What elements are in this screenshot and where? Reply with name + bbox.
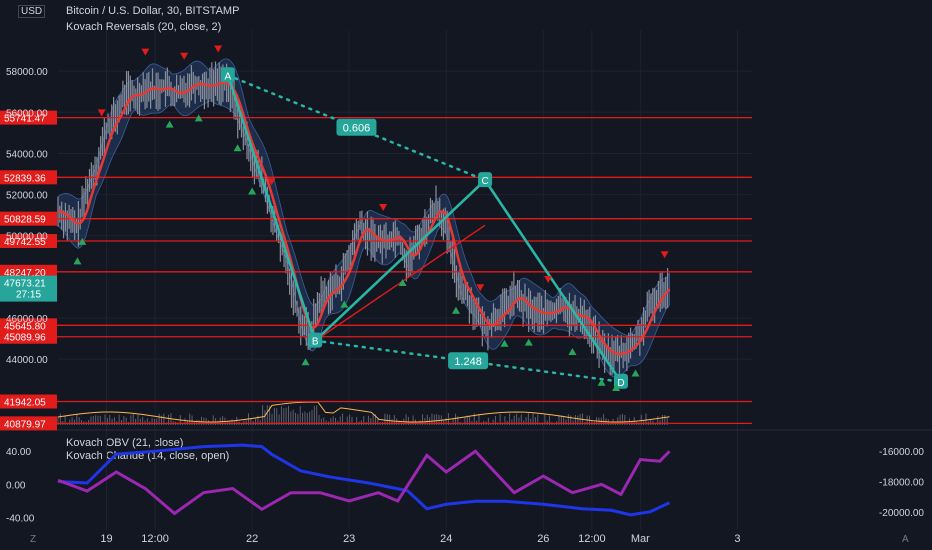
pattern-point-badge [220,67,235,83]
obv-series-line [57,443,671,517]
reversal-up-marker [631,369,640,377]
reversal-down-marker [214,45,223,53]
level-price-label: 55741.47 [4,114,46,125]
x-tick-label: 3 [734,533,740,545]
x-tick-label: 22 [246,533,258,545]
reversal-down-marker [544,275,553,283]
reversal-up-marker [165,120,174,128]
osc-left-tick-label: 40.00 [6,447,31,458]
osc-left-tick-label: 0.00 [6,480,26,491]
level-price-label: 52839.36 [4,173,46,184]
reversal-up-marker [398,279,407,287]
y-tick-label: 46000.00 [6,314,48,325]
y-tick-label: 50000.00 [6,232,48,243]
x-tick-label: 12:00 [578,533,606,545]
reversal-up-marker [73,257,82,265]
reversal-up-marker [340,300,349,308]
reversal-up-marker [78,237,87,245]
level-price-tag [0,264,57,279]
level-price-tag [0,318,57,333]
zoom-icon[interactable]: Z [30,534,36,545]
pattern-point-label: D [617,378,624,389]
volume-average-line [57,401,670,423]
level-price-label: 49742.55 [4,237,46,248]
reversal-down-marker [476,284,485,292]
y-tick-label: 58000.00 [6,67,48,78]
bar-countdown-label: 27:15 [16,290,41,301]
reversal-down-marker [141,48,150,56]
y-tick-label: 54000.00 [6,149,48,160]
pattern-point-label: B [312,337,319,348]
level-price-tag [0,394,57,409]
reversal-up-marker [451,306,460,314]
reversal-down-marker [267,178,276,186]
y-tick-label: 56000.00 [6,108,48,119]
reversal-up-marker [597,378,606,386]
level-price-label: 48247.20 [4,268,46,279]
chande-series-line [57,449,671,516]
level-price-label: 40879.97 [4,419,46,430]
x-tick-label: 19 [100,533,112,545]
moving-average-line [57,81,671,356]
pattern-ratio-label: 0.606 [343,123,371,135]
x-tick-label: 23 [343,533,355,545]
reversal-down-marker [379,203,388,211]
reversal-up-marker [568,347,577,355]
pattern-point-label: C [481,176,488,187]
level-price-tag [0,234,57,249]
volatility-band [57,58,670,378]
pattern-point-label: A [225,71,232,82]
level-price-tag [0,416,57,431]
osc-right-tick-label: -20000.00 [879,508,924,519]
auto-scale-icon[interactable]: A [902,534,909,545]
level-price-label: 45645.80 [4,321,46,332]
level-price-label: 45089.96 [4,333,46,344]
x-tick-label: 26 [537,533,549,545]
harmonic-pattern-line [226,74,623,383]
x-tick-label: 12:00 [141,533,169,545]
reversal-up-marker [612,383,621,391]
osc-left-tick-label: -40.00 [6,514,35,525]
current-price-tag [0,275,57,302]
osc-right-tick-label: -16000.00 [879,447,924,458]
pattern-point-badge [308,332,323,348]
level-price-label: 41942.05 [4,398,46,409]
current-price-label: 47673.21 [4,279,46,290]
level-price-tag [0,170,57,185]
x-tick-label: Mar [631,533,650,545]
reversal-down-marker [660,251,669,259]
obv-indicator-label: Kovach OBV (21, close) [66,437,184,449]
pattern-point-badge [478,172,493,188]
reversal-down-marker [180,52,189,60]
reversal-up-marker [248,187,257,195]
pattern-ratio-label: 1.248 [454,356,482,368]
x-tick-label: 24 [440,533,452,545]
level-price-label: 50828.59 [4,215,46,226]
level-price-tag [0,110,57,125]
main-title: Bitcoin / U.S. Dollar, 30, BITSTAMP [66,5,240,17]
osc-right-tick-label: -18000.00 [879,478,924,489]
reversal-down-marker [97,109,106,117]
pattern-point-badge [613,373,628,389]
y-tick-label: 44000.00 [6,355,48,366]
reversal-up-marker [301,358,310,366]
pattern-ratio-badge [448,352,489,370]
reversal-up-marker [194,114,203,122]
currency-label[interactable]: USD [18,5,46,18]
level-price-tag [0,211,57,226]
main-indicator-label: Kovach Reversals (20, close, 2) [66,21,222,33]
reversal-up-marker [233,144,242,152]
reversal-up-marker [524,338,533,346]
reversal-up-marker [500,339,509,347]
level-price-tag [0,329,57,344]
y-tick-label: 52000.00 [6,191,48,202]
pattern-trend-line [314,224,486,342]
pattern-ratio-badge [336,118,377,136]
